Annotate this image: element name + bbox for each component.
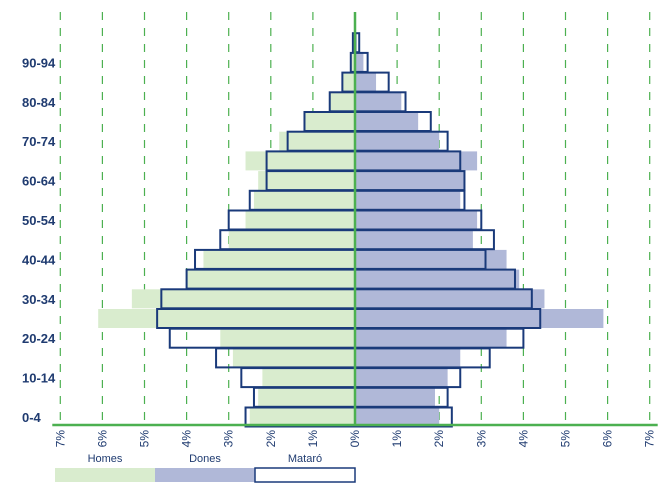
y-tick-label: 90-94 [22, 55, 56, 70]
x-tick-label: 3% [222, 430, 236, 448]
y-tick-label: 20-24 [22, 331, 56, 346]
bars-layer [98, 32, 604, 428]
x-tick-label: 1% [306, 430, 320, 448]
bar-homes [279, 131, 355, 151]
bar-homes [245, 151, 355, 171]
legend: Homes Dones Mataró [55, 453, 356, 483]
bar-homes [232, 348, 355, 368]
y-tick-label: 60-64 [22, 174, 56, 189]
legend-swatch [254, 467, 356, 483]
bar-dones [355, 92, 402, 112]
legend-label: Homes [88, 453, 123, 465]
bar-homes [245, 210, 355, 230]
bar-homes [253, 190, 355, 210]
grid-lines [59, 12, 651, 425]
bar-homes [262, 368, 355, 388]
bar-dones [355, 210, 478, 230]
x-tick-label: 1% [390, 430, 404, 448]
y-tick-label: 70-74 [22, 134, 56, 149]
y-tick-label: 30-34 [22, 292, 56, 307]
y-tick-label: 40-44 [22, 252, 56, 267]
bar-dones [355, 249, 507, 269]
bar-homes [131, 289, 355, 309]
bar-dones [355, 230, 473, 250]
y-tick-labels: 0-4 10-14 20-24 30-34 40-44 50-54 60-64 70-74 80… [22, 55, 56, 425]
bar-dones [355, 72, 377, 92]
x-tick-label: 4% [516, 430, 530, 448]
x-tick-labels: 7% 6% 5% 4% 3% 2% 1% 0% 1% 2% 3% 4% 5% 6% 7% [53, 430, 656, 448]
bar-dones [355, 348, 461, 368]
y-tick-label: 50-54 [22, 213, 56, 228]
bar-homes [350, 52, 355, 72]
legend-label: Mataró [288, 453, 322, 465]
legend-swatch [155, 468, 255, 482]
bar-homes [342, 72, 355, 92]
legend-swatch [55, 468, 155, 482]
bar-dones [355, 112, 419, 131]
bar-dones [355, 309, 604, 328]
bar-dones [355, 190, 461, 210]
x-tick-label: 7% [643, 430, 657, 448]
x-tick-label: 7% [53, 430, 67, 448]
y-tick-label: 80-84 [22, 95, 56, 110]
bar-dones [355, 171, 465, 191]
axes-layer [52, 12, 658, 427]
y-tick-label: 10-14 [22, 371, 56, 386]
bar-homes [258, 171, 355, 191]
bar-dones [355, 269, 520, 289]
bar-homes [258, 387, 355, 407]
bar-dones [355, 407, 440, 427]
bar-dones [355, 368, 448, 388]
x-tick-label: 0% [348, 430, 362, 448]
x-tick-label: 5% [138, 430, 152, 448]
bar-dones [355, 151, 478, 171]
bar-homes [203, 249, 355, 269]
bar-dones [355, 387, 435, 407]
bar-dones [355, 328, 507, 348]
x-tick-label: 2% [432, 430, 446, 448]
bar-homes [98, 309, 355, 328]
legend-label: Dones [189, 453, 221, 465]
bar-homes [329, 92, 355, 112]
y-tick-label: 0-4 [22, 410, 42, 425]
x-tick-label: 3% [474, 430, 488, 448]
x-tick-label: 6% [95, 430, 109, 448]
bar-dones [355, 131, 440, 151]
x-tick-label: 5% [559, 430, 573, 448]
bar-dones [355, 289, 545, 309]
bar-homes [228, 230, 355, 250]
bar-homes [186, 269, 355, 289]
bar-homes [304, 112, 355, 131]
bar-homes [249, 407, 355, 427]
x-tick-label: 6% [601, 430, 615, 448]
x-tick-label: 4% [180, 430, 194, 448]
bar-homes [220, 328, 355, 348]
x-tick-label: 2% [264, 430, 278, 448]
bar-dones [355, 52, 364, 72]
